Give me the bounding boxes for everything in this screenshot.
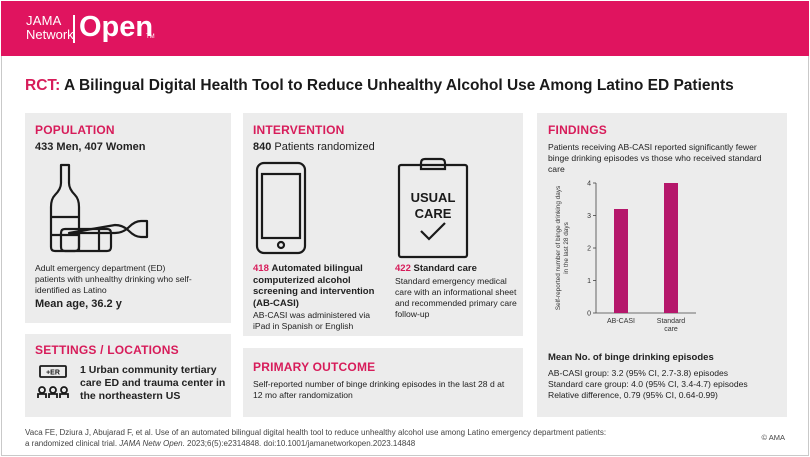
population-description: Adult emergency department (ED) patients… [35,263,192,295]
hospital-icon-label: +ER [46,370,60,377]
findings-chart: 0 1 2 3 4 Self-reported number of binge drink… [548,175,780,345]
y-axis-label: in the last 28 days [563,222,570,274]
outcome-panel: PRIMARY OUTCOME Self-reported number of … [243,348,523,417]
title-prefix: RCT: [25,77,61,94]
logo-network-text: Network [26,27,74,42]
randomized-line: 840 Patients randomized [253,141,375,154]
arm1-title: Automated bilingual computerized alcohol… [253,263,375,309]
intervention-heading: INTERVENTION [253,123,345,137]
x-tick-label: Standard [657,318,686,325]
outcome-heading: PRIMARY OUTCOME [253,360,376,374]
findings-heading: FINDINGS [548,123,607,137]
bar [664,183,678,313]
arm1-title-block: 418 Automated bilingual computerized alc… [253,263,393,309]
means-line: Standard care group: 4.0 (95% CI, 3.4-4.… [548,379,748,389]
settings-panel: SETTINGS / LOCATIONS +ER 1 Urban communi… [25,334,231,417]
citation-line2-pre: a randomized clinical trial. [25,439,120,448]
arm1-count: 418 [253,263,269,274]
population-mean-age: Mean age, 36.2 y [35,298,122,310]
means-line: Relative difference, 0.79 (95% CI, 0.64-… [548,390,718,400]
arm1-description: AB-CASI was administered via iPad in Spa… [253,310,371,331]
logo-divider [73,15,75,43]
title-text: A Bilingual Digital Health Tool to Reduc… [64,77,734,94]
header-banner: JAMA Network Open TM [1,1,809,56]
tablet-icon [255,161,307,255]
arm2-title: Standard care [413,263,477,274]
findings-summary: Patients receiving AB-CASI reported sign… [548,142,762,174]
outcome-text: Self-reported number of binge drinking e… [253,379,505,400]
clipboard-line1: USUAL [411,190,456,205]
citation-line2-post: . 2023;6(5):e2314848. doi:10.1001/jamane… [182,439,416,448]
logo-jama-text: JAMA [26,13,62,28]
y-tick-label: 2 [587,246,591,253]
settings-heading: SETTINGS / LOCATIONS [35,343,179,357]
x-tick-label: AB-CASI [607,318,635,325]
settings-text: 1 Urban community tertiary care ED and t… [80,364,226,402]
randomized-text: Patients randomized [274,141,375,153]
population-panel: POPULATION 433 Men, 407 Women Adult emer… [25,113,231,323]
arm2-title-block: 422 Standard care [395,263,519,275]
clipboard-line2: CARE [415,206,452,221]
population-heading: POPULATION [35,123,115,137]
clipboard-icon: USUAL CARE [397,157,469,259]
arm2-count: 422 [395,263,411,274]
intervention-panel: INTERVENTION 840 Patients randomized USU… [243,113,523,336]
population-counts: 433 Men, 407 Women [35,141,146,153]
citation-line2: a randomized clinical trial. JAMA Netw O… [25,438,725,449]
page-title: RCT: A Bilingual Digital Health Tool to … [25,77,734,95]
bottles-icon [49,163,149,253]
y-tick-label: 1 [587,278,591,285]
y-tick-label: 0 [587,311,591,318]
bar [614,209,628,313]
y-tick-label: 3 [587,213,591,220]
copyright: © AMA [761,433,785,442]
citation-journal: JAMA Netw Open [119,439,183,448]
bar-chart: 0 1 2 3 4 Self-reported number of binge drink… [555,181,696,333]
citation: Vaca FE, Dziura J, Abujarad F, et al. Us… [25,427,725,449]
randomized-count: 840 [253,141,272,153]
logo-trademark: TM [146,34,155,40]
means-heading: Mean No. of binge drinking episodes [548,352,714,363]
findings-panel: FINDINGS Patients receiving AB-CASI repo… [537,113,787,417]
y-axis-label: Self-reported number of binge drinking d… [555,186,562,310]
means-list: AB-CASI group: 3.2 (95% CI, 2.7-3.8) epi… [548,368,783,401]
y-tick-label: 4 [587,181,591,188]
arm2-description: Standard emergency medical care with an … [395,276,517,319]
logo-open-text: Open [79,11,154,43]
means-line: AB-CASI group: 3.2 (95% CI, 2.7-3.8) epi… [548,368,729,378]
citation-line1: Vaca FE, Dziura J, Abujarad F, et al. Us… [25,428,607,437]
x-tick-label: care [664,326,678,333]
hospital-icon: +ER [37,365,69,398]
